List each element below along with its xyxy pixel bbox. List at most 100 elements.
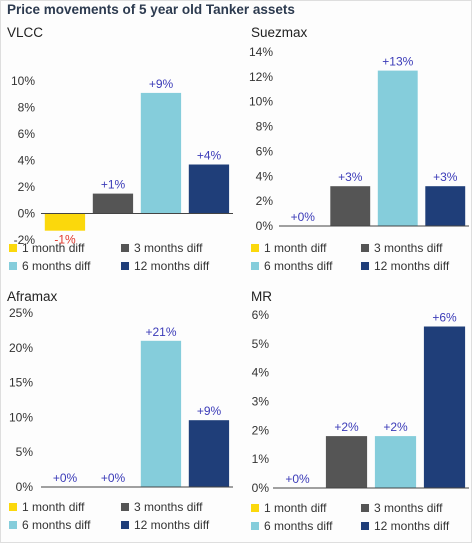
legend-swatch [9, 503, 17, 511]
bar [140, 92, 182, 214]
legend-label: 12 months diff [374, 519, 450, 533]
legend-item-1-month: 1 month diff [9, 241, 84, 255]
bar [425, 186, 466, 226]
y-tick-label: 2% [18, 180, 36, 194]
data-label: +21% [145, 325, 176, 339]
data-label: +0% [285, 472, 310, 486]
legend-label: 12 months diff [134, 259, 210, 273]
y-tick-label: 14% [249, 45, 273, 59]
legend-item-1-month: 1 month diff [9, 500, 84, 514]
legend-label: 1 month diff [264, 241, 327, 255]
data-label: +2% [334, 420, 359, 434]
y-tick-label: 2% [256, 194, 274, 208]
y-tick-label: 6% [252, 308, 270, 322]
vlcc-chart: -2% 0% 2% 4% 6% 8% 10% -1% +1% +9% +4% [11, 74, 233, 247]
y-tick-label: 10% [11, 74, 35, 88]
y-tick-label: 4% [18, 154, 36, 168]
legend-swatch [121, 503, 129, 511]
legend-label: 6 months diff [264, 259, 333, 273]
legend-item-3-months: 3 months diff [121, 500, 202, 514]
y-tick-label: 12% [249, 70, 273, 84]
mr-panel: MR 0% 1% 2% 3% 4% 5% 6% +0% +2% +2% +6% 1 month di… [241, 283, 472, 544]
legend-item-3-months: 3 months diff [361, 241, 442, 255]
legend-swatch [121, 244, 129, 252]
panel-title: Suezmax [251, 25, 308, 40]
legend-label: 12 months diff [134, 518, 210, 532]
y-tick-label: 2% [252, 423, 270, 437]
legend-item-6-months: 6 months diff [251, 519, 332, 533]
data-label: +6% [432, 311, 457, 325]
legend-label: 6 months diff [22, 259, 91, 273]
y-tick-label: 5% [252, 337, 270, 351]
legend-swatch [251, 504, 259, 512]
legend-label: 3 months diff [374, 241, 443, 255]
bar [140, 340, 182, 487]
legend-swatch [121, 262, 129, 270]
y-tick-label: -2% [14, 233, 36, 247]
legend-label: 1 month diff [22, 500, 85, 514]
legend-label: 1 month diff [22, 241, 85, 255]
bar [377, 70, 418, 226]
data-label: +4% [197, 149, 222, 163]
y-tick-label: 3% [252, 395, 270, 409]
legend-item-3-months: 3 months diff [121, 241, 202, 255]
legend-label: 6 months diff [264, 519, 333, 533]
page-title: Price movements of 5 year old Tanker ass… [7, 2, 295, 17]
bar [92, 193, 134, 214]
suezmax-panel: Suezmax 0% 2% 4% 6% 8% 10% 12% 14% +0% +3% +13% +3%… [241, 19, 472, 279]
data-label: +0% [53, 471, 78, 485]
y-tick-label: 20% [9, 341, 33, 355]
y-tick-label: 1% [252, 452, 270, 466]
legend-item-6-months: 6 months diff [9, 518, 90, 532]
y-tick-label: 0% [252, 481, 270, 495]
aframax-chart: 0% 5% 10% 15% 20% 25% +0% +0% +21% +9% [9, 306, 233, 494]
legend-label: 3 months diff [374, 501, 443, 515]
y-tick-label: 4% [252, 366, 270, 380]
legend-item-12-months: 12 months diff [121, 259, 209, 273]
data-label: -1% [54, 233, 76, 247]
legend-label: 6 months diff [22, 518, 91, 532]
data-label: +0% [291, 210, 316, 224]
legend-swatch [251, 262, 259, 270]
legend-item-1-month: 1 month diff [251, 501, 326, 515]
panel-title: Aframax [7, 289, 58, 304]
legend-swatch [9, 244, 17, 252]
bar [188, 164, 230, 214]
data-label: +1% [101, 178, 126, 192]
legend-label: 1 month diff [264, 501, 327, 515]
data-label: +9% [197, 404, 222, 418]
panel-title: VLCC [7, 25, 44, 40]
legend-swatch [361, 244, 369, 252]
legend-label: 12 months diff [374, 259, 450, 273]
panel-title: MR [251, 289, 272, 304]
data-label: +13% [382, 55, 413, 69]
data-label: +2% [383, 420, 408, 434]
y-tick-label: 4% [256, 169, 274, 183]
legend-swatch [361, 522, 369, 530]
data-label: +3% [433, 170, 458, 184]
vlcc-panel: VLCC -2% 0% 2% 4% 6% 8% 10% -1% +1% +9% +4% 1 mont… [1, 19, 237, 279]
data-label: +0% [101, 471, 126, 485]
legend-label: 3 months diff [134, 241, 203, 255]
suezmax-chart: 0% 2% 4% 6% 8% 10% 12% 14% +0% +3% +13% +3% [249, 45, 469, 233]
legend-swatch [251, 244, 259, 252]
legend-swatch [9, 521, 17, 529]
legend-label: 3 months diff [134, 500, 203, 514]
y-tick-label: 0% [16, 480, 34, 494]
legend-swatch [9, 262, 17, 270]
bar [325, 436, 368, 488]
legend-item-6-months: 6 months diff [9, 259, 90, 273]
bar [423, 326, 466, 488]
data-label: +9% [149, 77, 174, 91]
legend-swatch [361, 262, 369, 270]
bar [330, 186, 371, 226]
legend-swatch [361, 504, 369, 512]
y-tick-label: 0% [256, 219, 274, 233]
y-tick-label: 6% [256, 144, 274, 158]
y-tick-label: 8% [18, 101, 36, 115]
data-label: +3% [338, 170, 363, 184]
legend-item-6-months: 6 months diff [251, 259, 332, 273]
bar [44, 213, 86, 231]
y-tick-label: 8% [256, 120, 274, 134]
